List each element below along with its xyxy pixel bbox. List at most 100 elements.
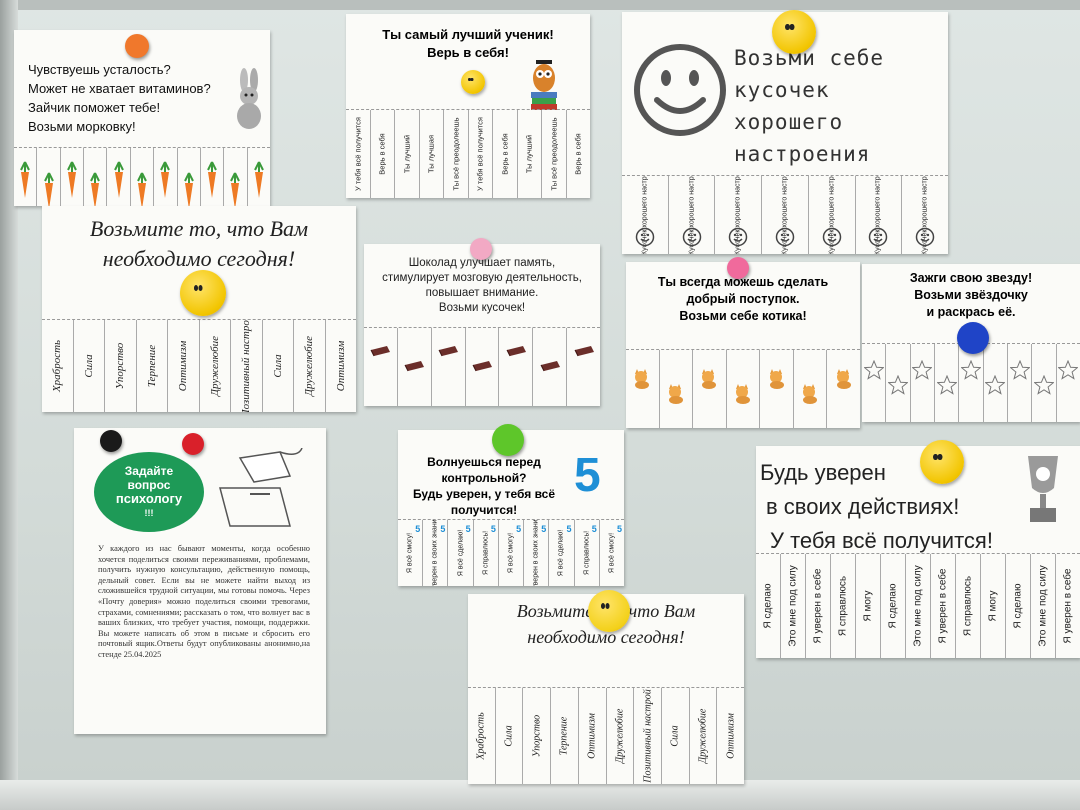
tear-off-tab[interactable]: [154, 148, 178, 206]
tear-off-tab[interactable]: [660, 350, 694, 428]
tear-off-tab[interactable]: [911, 344, 935, 422]
tear-off-tab[interactable]: [224, 148, 248, 206]
tear-off-tab[interactable]: Сила: [263, 320, 294, 412]
tear-off-tab[interactable]: Это мне под силу: [1031, 554, 1056, 658]
cat-icon: [765, 366, 789, 395]
tear-off-tab[interactable]: [14, 148, 38, 206]
tear-off-tab[interactable]: [533, 328, 568, 406]
tear-off-tab[interactable]: Это мне под силу: [906, 554, 931, 658]
tear-off-tab[interactable]: Я всё смогу! 5: [600, 520, 624, 586]
tear-off-tab[interactable]: Кусочек хорошего настроения: [715, 176, 763, 254]
tear-off-tab[interactable]: [1008, 344, 1033, 422]
tear-off-tab[interactable]: Это мне под силу: [781, 554, 806, 658]
tear-off-tab[interactable]: Я всё смогу! 5: [398, 520, 424, 586]
tear-off-tab[interactable]: [827, 350, 860, 428]
tear-off-tab[interactable]: [727, 350, 761, 428]
tear-off-tab[interactable]: Позитивный настрой: [231, 320, 263, 412]
tear-off-tab[interactable]: Упорство: [523, 688, 552, 784]
tear-off-tab[interactable]: [886, 344, 911, 422]
tear-off-tab[interactable]: Я уверен в своих знаниях! 5: [423, 520, 449, 586]
tear-off-tab[interactable]: Я всё смогу! 5: [499, 520, 525, 586]
tear-off-tab[interactable]: [37, 148, 61, 206]
tear-off-tab[interactable]: У тебя всё получится: [346, 110, 371, 198]
tear-off-tab[interactable]: Я сделаю: [881, 554, 906, 658]
tear-off-tab[interactable]: Я всё сделаю! 5: [448, 520, 474, 586]
tear-off-tab[interactable]: [398, 328, 432, 406]
tear-off-tab[interactable]: [935, 344, 960, 422]
tear-off-tab[interactable]: [1057, 344, 1080, 422]
tear-off-tab[interactable]: Оптимизм: [579, 688, 607, 784]
tear-off-tab[interactable]: [626, 350, 660, 428]
tear-off-tab[interactable]: Дружелюбие: [607, 688, 635, 784]
tear-off-tab[interactable]: [178, 148, 201, 206]
card-sure-tabs: Я сделаю Это мне под силу Я уверен в себе Я…: [756, 553, 1080, 658]
tear-off-tab-label: Ты лучшая: [426, 134, 436, 174]
tear-off-tab[interactable]: Ты всё преодолеешь: [444, 110, 469, 198]
tear-off-tab[interactable]: [466, 328, 500, 406]
tear-off-tab[interactable]: Я уверен в своих знаниях! 5: [524, 520, 550, 586]
tear-off-tab[interactable]: Дружелюбие: [690, 688, 718, 784]
tear-off-tab[interactable]: [107, 148, 131, 206]
tear-off-tab[interactable]: [61, 148, 85, 206]
tear-off-tab[interactable]: Дружелюбие: [294, 320, 326, 412]
tear-off-tab[interactable]: Терпение: [551, 688, 579, 784]
tear-off-tab[interactable]: Я справлюсь! 5: [474, 520, 499, 586]
tear-off-tab[interactable]: [84, 148, 108, 206]
tear-off-tab[interactable]: Верь в себя: [493, 110, 518, 198]
tear-off-tab[interactable]: Храбрость: [468, 688, 496, 784]
tear-off-tab[interactable]: Я уверен в себе: [1056, 554, 1080, 658]
tear-off-tab[interactable]: Я уверен в себе: [931, 554, 956, 658]
tear-off-tab[interactable]: [432, 328, 466, 406]
tear-off-tab[interactable]: Я справлюсь: [831, 554, 856, 658]
tear-off-tab[interactable]: Оптимизм: [717, 688, 744, 784]
tear-off-tab[interactable]: Сила: [496, 688, 524, 784]
tear-off-tab[interactable]: Сила: [662, 688, 690, 784]
tear-off-tab[interactable]: [794, 350, 828, 428]
tear-off-tab[interactable]: [131, 148, 155, 206]
tear-off-tab-label: Я могу: [862, 590, 874, 622]
tear-off-tab[interactable]: У тебя всё получится: [469, 110, 493, 198]
tear-off-tab[interactable]: Упорство: [105, 320, 137, 412]
tear-off-tab[interactable]: [862, 344, 887, 422]
tear-off-tab[interactable]: Дружелюбие: [200, 320, 231, 412]
tear-off-tab[interactable]: Сила: [74, 320, 105, 412]
tear-off-tab[interactable]: [760, 350, 794, 428]
tear-off-tab[interactable]: Ты всё преодолеешь: [542, 110, 567, 198]
tear-off-tab[interactable]: Терпение: [137, 320, 168, 412]
tear-off-tab[interactable]: Я могу: [981, 554, 1006, 658]
tear-off-tab[interactable]: Ты лучший: [518, 110, 542, 198]
tear-off-tab[interactable]: Оптимизм: [168, 320, 200, 412]
tear-off-tab[interactable]: Кусочек хорошего настроения: [809, 176, 856, 254]
tear-off-tab[interactable]: Кусочек хорошего настроения: [669, 176, 716, 254]
tear-off-tab[interactable]: Кусочек хорошего настроения: [856, 176, 903, 254]
tear-off-tab[interactable]: [984, 344, 1008, 422]
tear-off-tab[interactable]: Я справлюсь: [956, 554, 981, 658]
tear-off-tab[interactable]: [201, 148, 225, 206]
tear-off-tab[interactable]: [959, 344, 984, 422]
tear-off-tab[interactable]: Я сделаю: [756, 554, 781, 658]
tear-off-tab[interactable]: Храбрость: [42, 320, 74, 412]
tear-off-tab[interactable]: Верь в себя: [567, 110, 591, 198]
tear-off-tab[interactable]: Ты лучшая: [420, 110, 444, 198]
tear-off-tab[interactable]: Кусочек хорошего настроения: [762, 176, 809, 254]
tear-off-tab[interactable]: [248, 148, 270, 206]
tear-off-tab-label: Дружелюбие: [614, 708, 626, 764]
tear-off-tab[interactable]: Верь в себя: [371, 110, 395, 198]
tear-off-tab[interactable]: Позитивный настрой: [634, 688, 662, 784]
card-best-title: Ты самый лучший ученик!: [382, 27, 554, 42]
tear-off-tab[interactable]: [499, 328, 534, 406]
tear-off-tab[interactable]: Я справлюсь! 5: [575, 520, 600, 586]
tear-off-tab[interactable]: Ты лучший: [395, 110, 420, 198]
tear-off-tab[interactable]: Оптимизм: [326, 320, 357, 412]
tear-off-tab[interactable]: [364, 328, 398, 406]
tear-off-tab[interactable]: [1032, 344, 1057, 422]
tear-off-tab[interactable]: [567, 328, 600, 406]
carrot-icon: [18, 160, 32, 205]
tear-off-tab[interactable]: [693, 350, 727, 428]
tear-off-tab[interactable]: Кусочек хорошего настроения: [902, 176, 948, 254]
tear-off-tab[interactable]: Я всё сделаю! 5: [549, 520, 575, 586]
tear-off-tab[interactable]: Я сделаю: [1006, 554, 1031, 658]
tear-off-tab[interactable]: Я уверен в себе: [806, 554, 831, 658]
tear-off-tab[interactable]: Кусочек хорошего настроения: [622, 176, 669, 254]
tear-off-tab[interactable]: Я могу: [856, 554, 881, 658]
